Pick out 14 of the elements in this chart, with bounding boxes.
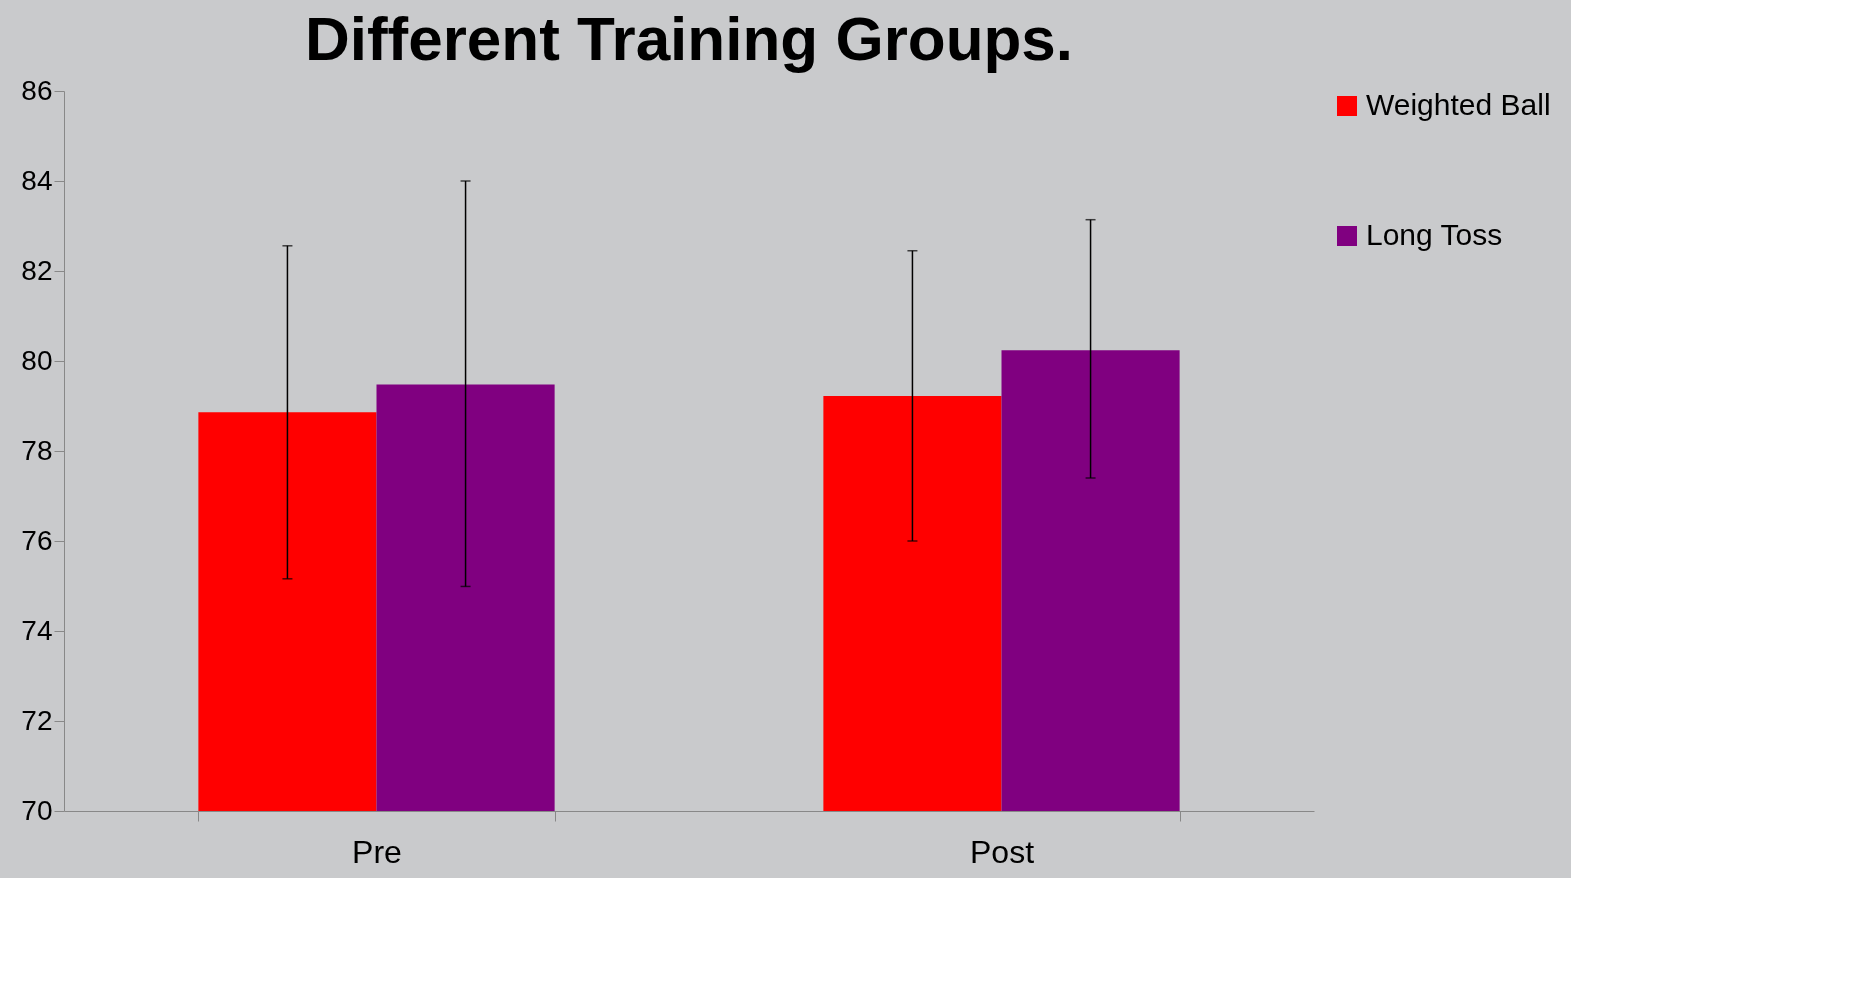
y-tick-label: 76	[21, 524, 53, 556]
legend-label: Long Toss	[1366, 218, 1503, 251]
y-tick-label: 84	[21, 164, 53, 196]
y-tick-label: 72	[21, 704, 53, 736]
y-tick-label: 80	[21, 344, 53, 376]
y-tick-label: 70	[21, 794, 53, 826]
y-tick-label: 82	[21, 254, 53, 286]
chart-title: Different Training Groups.	[304, 4, 1074, 73]
x-tick-label: Pre	[352, 833, 402, 870]
y-tick-label: 74	[21, 614, 53, 646]
x-tick-label: Post	[969, 833, 1035, 870]
y-tick-label: 78	[21, 434, 53, 466]
legend-label: Weighted Ball	[1366, 88, 1551, 121]
y-tick-label: 86	[21, 74, 53, 106]
